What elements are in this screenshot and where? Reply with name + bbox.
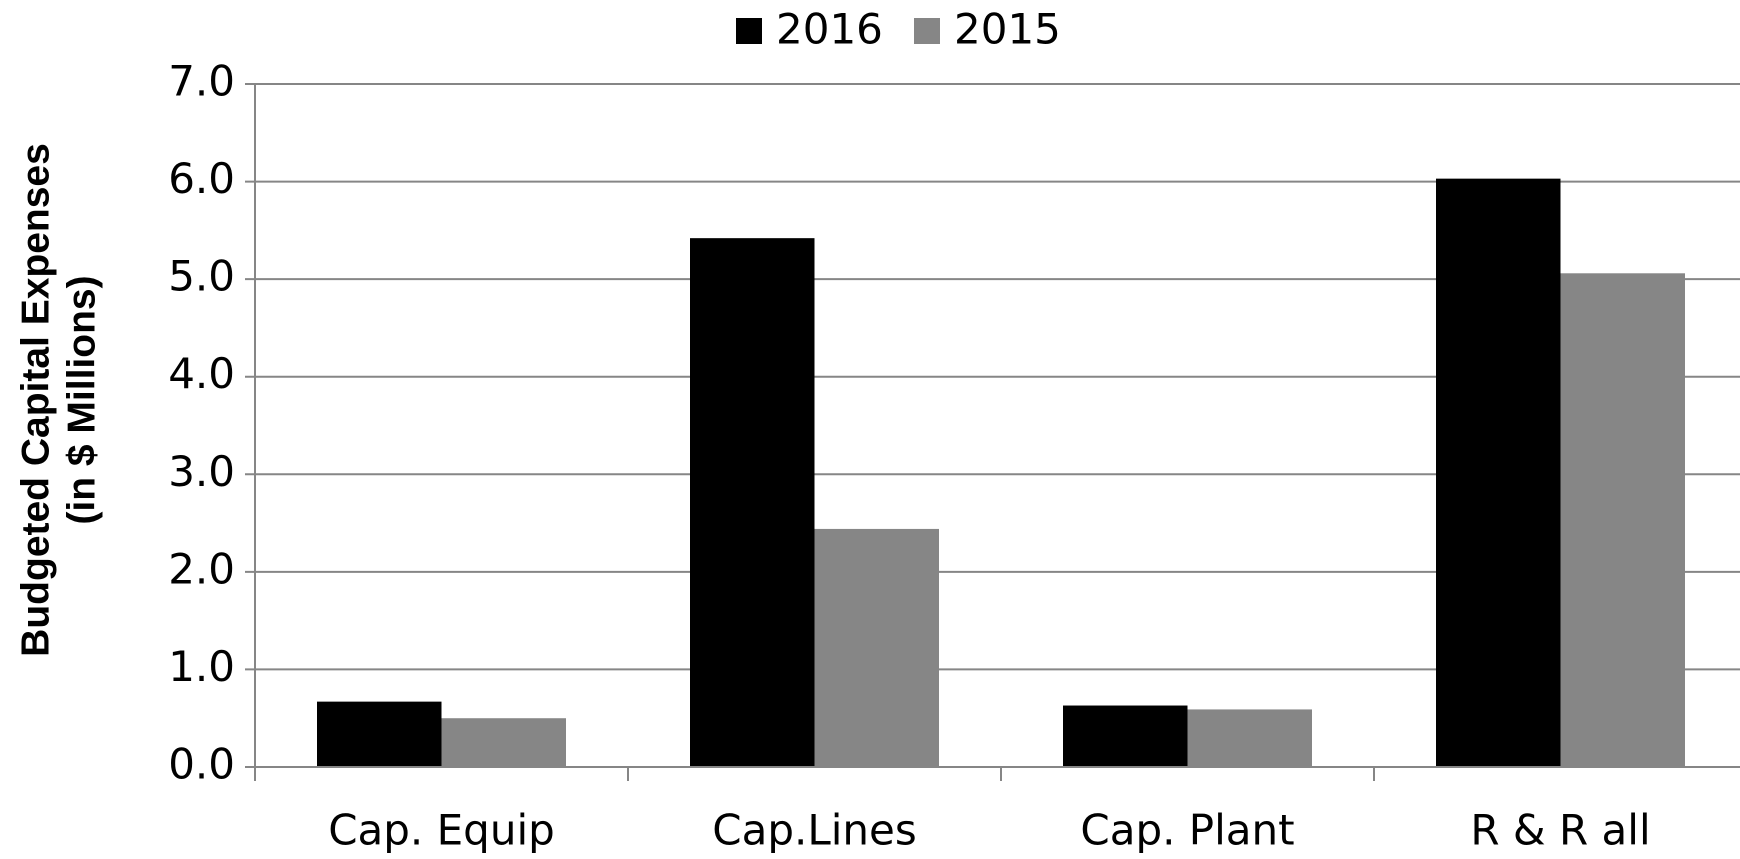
bar: [1436, 178, 1561, 767]
y-axis-title: (in $ Millions): [60, 275, 103, 524]
y-tick-label: 1.0: [168, 642, 235, 691]
bar: [814, 528, 939, 767]
x-tick-label: Cap. Plant: [1080, 806, 1294, 855]
bar: [1187, 709, 1312, 767]
y-tick-label: 5.0: [168, 252, 235, 301]
bar: [1560, 273, 1685, 767]
y-tick-label: 7.0: [168, 57, 235, 106]
bar: [690, 238, 815, 768]
y-axis-title: Budgeted Capital Expenses: [14, 143, 57, 657]
x-tick-label: Cap.Lines: [712, 806, 916, 855]
x-tick-label: Cap. Equip: [328, 806, 555, 855]
x-tick-label: R & R all: [1470, 806, 1650, 855]
bar: [1063, 705, 1188, 767]
y-tick-label: 4.0: [168, 349, 235, 398]
y-tick-label: 6.0: [168, 154, 235, 203]
legend-label: 2016: [776, 5, 883, 54]
bar: [441, 718, 566, 767]
legend-label: 2015: [954, 5, 1061, 54]
bar: [317, 701, 442, 767]
y-tick-label: 2.0: [168, 544, 235, 593]
legend-swatch: [914, 18, 940, 44]
y-tick-label: 0.0: [168, 740, 235, 789]
y-tick-label: 3.0: [168, 447, 235, 496]
legend-swatch: [736, 18, 762, 44]
